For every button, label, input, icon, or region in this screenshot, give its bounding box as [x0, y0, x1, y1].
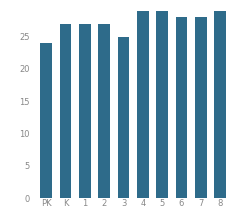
Bar — [118, 37, 129, 198]
Bar — [156, 11, 168, 198]
Bar — [60, 24, 71, 198]
Bar — [214, 11, 226, 198]
Bar — [137, 11, 149, 198]
Bar — [79, 24, 91, 198]
Bar — [41, 43, 52, 198]
Bar — [98, 24, 110, 198]
Bar — [195, 17, 207, 198]
Bar — [176, 17, 187, 198]
